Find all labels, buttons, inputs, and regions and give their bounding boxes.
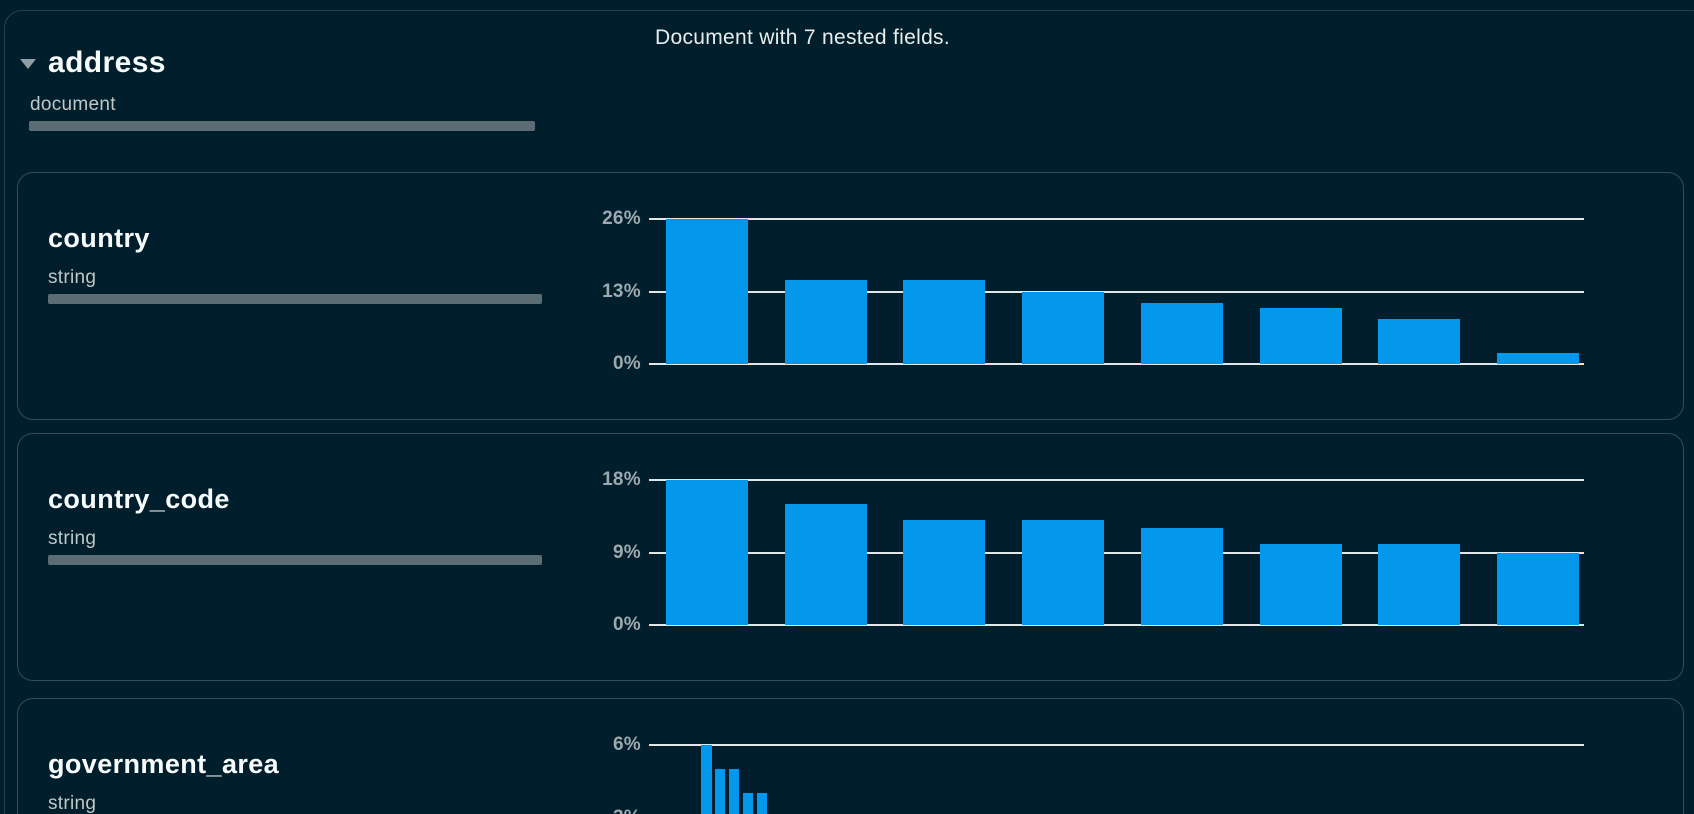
y-axis-tick-label: 0% bbox=[612, 353, 641, 374]
frequency-bar[interactable] bbox=[756, 793, 768, 814]
field-type-label: string bbox=[48, 793, 97, 814]
frequency-bar[interactable] bbox=[742, 793, 754, 814]
frequency-bar[interactable] bbox=[1259, 544, 1342, 625]
frequency-bar[interactable] bbox=[1496, 352, 1579, 364]
field-card-country-code: country_code string 18% 9% 0% bbox=[17, 433, 1684, 681]
field-name: country bbox=[48, 223, 150, 253]
y-axis-tick-label: 9% bbox=[612, 541, 641, 563]
value-frequency-chart: 6%3%0% bbox=[613, 734, 1584, 814]
field-name: country_code bbox=[48, 484, 230, 514]
field-type-label: document bbox=[30, 94, 116, 115]
gridline bbox=[649, 744, 1584, 746]
y-axis-tick-label: 13% bbox=[602, 280, 641, 302]
frequency-bar[interactable] bbox=[903, 520, 986, 625]
frequency-bar[interactable] bbox=[701, 745, 712, 814]
frequency-bar[interactable] bbox=[1378, 544, 1461, 625]
frequency-bar[interactable] bbox=[1496, 552, 1579, 625]
value-frequency-chart: 18% 9% 0% bbox=[602, 469, 1584, 635]
field-card-country: country string 26% 13% 0% bbox=[17, 172, 1684, 420]
field-type-label: string bbox=[48, 528, 97, 549]
frequency-bar[interactable] bbox=[1140, 528, 1223, 625]
y-axis-tick-label: 26% bbox=[602, 208, 641, 229]
frequency-bar[interactable] bbox=[728, 769, 740, 814]
gridline bbox=[649, 551, 1584, 554]
field-name-address[interactable]: address bbox=[48, 46, 166, 79]
type-distribution-bar[interactable] bbox=[29, 121, 535, 131]
nested-fields-description: Document with 7 nested fields. bbox=[655, 26, 950, 49]
frequency-bar[interactable] bbox=[1022, 520, 1105, 625]
field-card-government-area: government_area string 6%3%0% bbox=[17, 698, 1684, 814]
type-distribution-bar[interactable] bbox=[48, 555, 542, 565]
frequency-bar[interactable] bbox=[666, 480, 748, 625]
frequency-bar[interactable] bbox=[1378, 319, 1461, 364]
y-axis-tick-label: 6% bbox=[612, 734, 641, 755]
frequency-bar[interactable] bbox=[903, 280, 986, 364]
gridline bbox=[649, 363, 1584, 365]
field-type-label: string bbox=[48, 267, 97, 288]
frequency-bar[interactable] bbox=[714, 769, 726, 814]
frequency-bar[interactable] bbox=[1140, 302, 1223, 364]
type-distribution-bar[interactable] bbox=[48, 294, 542, 304]
y-axis-tick-label: 0% bbox=[612, 614, 641, 635]
gridline bbox=[649, 218, 1584, 220]
frequency-bar[interactable] bbox=[666, 219, 748, 364]
frequency-bar[interactable] bbox=[784, 280, 867, 364]
y-axis-tick-label: 3% bbox=[613, 807, 641, 814]
caret-down-icon[interactable] bbox=[20, 59, 36, 69]
gridline bbox=[649, 290, 1584, 293]
gridline bbox=[649, 624, 1584, 626]
field-name: government_area bbox=[48, 749, 280, 779]
frequency-bar[interactable] bbox=[784, 504, 867, 625]
value-frequency-chart: 26% 13% 0% bbox=[602, 208, 1584, 374]
gridline bbox=[649, 479, 1584, 481]
frequency-bar[interactable] bbox=[1259, 308, 1342, 364]
frequency-bar[interactable] bbox=[1022, 291, 1105, 364]
y-axis-tick-label: 18% bbox=[602, 469, 641, 490]
address-document-panel bbox=[4, 10, 1694, 814]
